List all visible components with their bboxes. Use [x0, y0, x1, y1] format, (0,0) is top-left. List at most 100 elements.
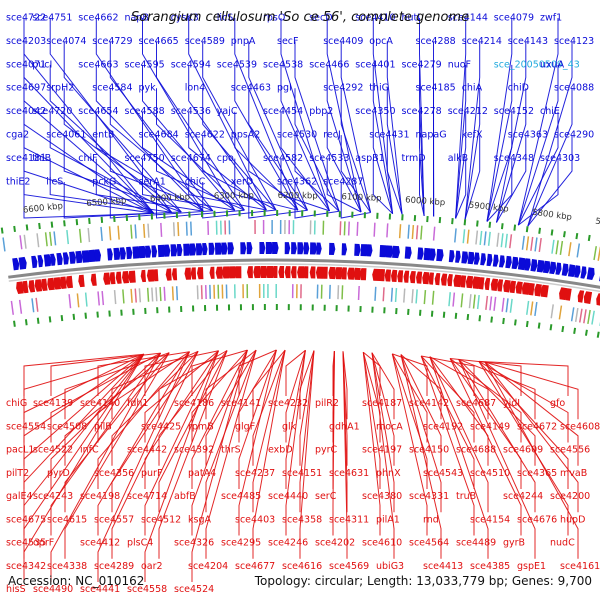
- bottom-gene-label: sce4510: [470, 468, 510, 479]
- bottom-connector-line: [449, 358, 522, 443]
- top-connector-line: [326, 18, 362, 213]
- feature-band-mark: [122, 289, 125, 304]
- forward-gene: [69, 251, 76, 264]
- reverse-gene: [215, 266, 223, 279]
- bottom-gene-label: sce4403: [235, 514, 275, 525]
- bottom-connector-line: [421, 355, 475, 396]
- top-connector-line: [109, 135, 213, 212]
- bottom-gene-label: hupD: [560, 514, 585, 525]
- bottom-gene-label: sce4615: [47, 514, 87, 525]
- reverse-gene: [434, 273, 441, 286]
- top-gene-label: cpo: [217, 153, 234, 164]
- feature-band-mark: [394, 287, 398, 303]
- reverse-gene: [146, 269, 155, 282]
- gc-tick: [60, 314, 64, 322]
- bottom-gene-label: sce4490: [33, 584, 73, 595]
- scale-label: 5900 kbp: [468, 201, 509, 215]
- gc-tick: [549, 324, 553, 331]
- top-gene-label: sce4538: [263, 59, 303, 70]
- bottom-connector-line: [144, 350, 219, 489]
- reverse-gene: [353, 267, 361, 280]
- feature-band-mark: [415, 225, 419, 240]
- reverse-gene: [28, 280, 36, 293]
- forward-gene: [265, 242, 273, 254]
- gc-tick: [25, 224, 29, 231]
- top-gene-label: sce4588: [125, 106, 165, 117]
- gc-tick: [502, 317, 505, 325]
- bottom-connector-line: [429, 356, 489, 559]
- backbone-ring-shadow: [8, 263, 600, 293]
- feature-band-mark: [382, 287, 385, 302]
- bottom-gene-label: exbD: [268, 445, 293, 456]
- top-connector-line: [234, 18, 299, 211]
- gc-tick: [24, 319, 28, 326]
- bottom-gene-label: fdh1: [127, 398, 148, 409]
- bottom-gene-label: sce4142: [409, 398, 449, 409]
- forward-gene: [505, 255, 512, 269]
- bottom-connector-line: [158, 350, 228, 559]
- bottom-gene-label: sce4149: [470, 421, 510, 432]
- forward-gene: [151, 245, 158, 258]
- feature-band-mark: [163, 286, 166, 301]
- accession-label: Accession: NC_010162: [8, 574, 145, 588]
- bottom-gene-label: sce4326: [174, 538, 214, 549]
- top-connector-line: [372, 64, 394, 214]
- bottom-connector-line: [205, 349, 257, 559]
- feature-band-mark: [36, 233, 40, 248]
- bottom-gene-label: sce4204: [188, 561, 228, 572]
- feature-band-mark: [460, 293, 464, 308]
- bottom-gene-label: pilA1: [376, 514, 400, 525]
- bottom-gene-label: pilT2: [6, 468, 29, 479]
- bottom-gene-label: nudC: [550, 538, 575, 549]
- bottom-connector-line: [400, 354, 442, 466]
- reverse-gene: [16, 281, 24, 294]
- feature-band-mark: [373, 222, 376, 237]
- forward-gene: [586, 267, 595, 280]
- top-gene-label: sce4303: [540, 153, 580, 164]
- feature-band-mark: [146, 287, 150, 302]
- bottom-connector-line: [285, 349, 306, 396]
- bottom-connector-line: [238, 349, 277, 489]
- top-gene-label: lon4: [185, 83, 206, 94]
- bottom-connector-line: [371, 352, 395, 420]
- forward-gene: [354, 243, 361, 256]
- top-connector-line: [294, 41, 340, 212]
- top-connector-line: [527, 88, 573, 227]
- feature-band-mark: [476, 294, 480, 310]
- bottom-gene-label: plsC4: [127, 538, 153, 549]
- top-connector-line: [496, 135, 527, 223]
- bottom-gene-label: sce4413: [423, 561, 463, 572]
- feature-band-mark: [31, 298, 35, 313]
- reverse-gene: [577, 290, 585, 303]
- bottom-gene-label: sce4150: [409, 445, 449, 456]
- top-gene-label: sce4410: [355, 12, 395, 23]
- forward-gene: [517, 257, 526, 271]
- reverse-gene: [322, 266, 328, 279]
- feature-band-mark: [462, 229, 466, 244]
- bottom-gene-label: sce4610: [362, 538, 402, 549]
- top-gene-label: sce4287: [323, 176, 363, 187]
- bottom-connector-line: [400, 354, 442, 559]
- top-gene-label: sce4290: [554, 130, 594, 141]
- feature-band-mark: [559, 240, 564, 255]
- top-connector-line: [517, 64, 559, 226]
- bottom-connector-line: [64, 352, 170, 559]
- feature-band-mark: [2, 237, 6, 252]
- top-gene-label: sce4123: [554, 36, 594, 47]
- bottom-gene-label: sce4154: [470, 514, 510, 525]
- feature-band-mark: [411, 224, 415, 240]
- feature-band-mark: [49, 231, 53, 246]
- gc-tick: [36, 317, 40, 324]
- gc-tick: [584, 329, 588, 336]
- feature-band-mark: [483, 231, 487, 246]
- forward-gene: [404, 246, 412, 259]
- feature-band-mark: [454, 228, 457, 243]
- top-gene-label: opcA: [369, 36, 393, 47]
- feature-band-mark: [551, 239, 555, 254]
- bottom-gene-label: mocA: [376, 421, 403, 432]
- gc-tick: [490, 316, 493, 323]
- top-gene-label: serA1: [139, 176, 166, 187]
- top-connector-line: [486, 158, 513, 222]
- top-gene-label: sce4185: [416, 83, 456, 94]
- gc-tick: [0, 227, 4, 234]
